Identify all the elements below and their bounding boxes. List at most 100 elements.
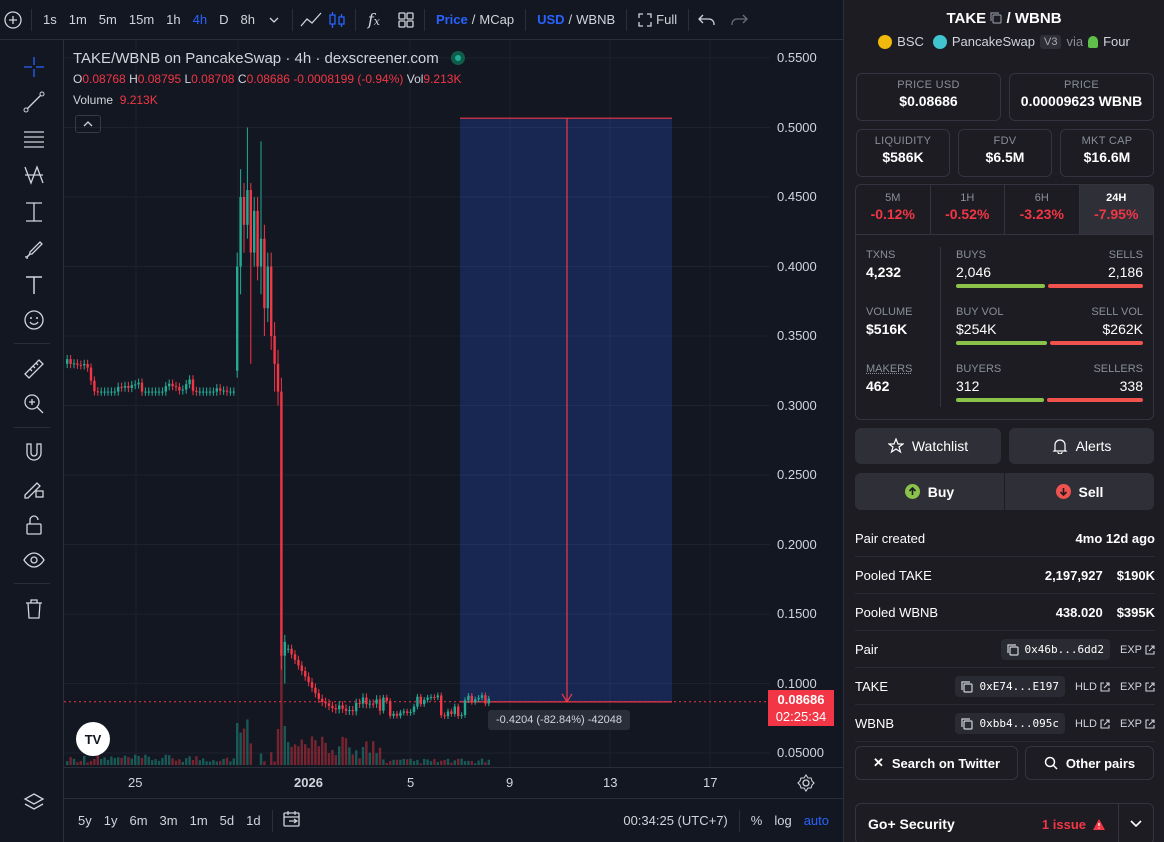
range-6m[interactable]: 6m xyxy=(129,813,148,828)
pair-explorer-link[interactable]: EXP xyxy=(1120,644,1155,656)
pair-address-copy[interactable]: 0x46b...6dd2 xyxy=(1000,639,1110,660)
line-chart-type-icon[interactable] xyxy=(298,7,324,33)
interval-8h[interactable]: 8h xyxy=(240,12,255,27)
percent-scale-toggle[interactable]: % xyxy=(750,813,763,828)
take-explorer-link[interactable]: EXP xyxy=(1120,681,1155,693)
lock-drawing-pencil-icon[interactable] xyxy=(19,473,49,503)
pair-created-value: 4mo 12d ago xyxy=(1075,531,1155,546)
volume-bar xyxy=(327,753,331,765)
candlestick-chart-type-icon[interactable] xyxy=(324,7,350,33)
range-1d[interactable]: 1d xyxy=(246,813,261,828)
price-chart[interactable] xyxy=(64,40,770,767)
collapse-legend-button[interactable] xyxy=(75,115,101,133)
launchpad-name[interactable]: Four xyxy=(1103,34,1130,49)
eye-icon[interactable] xyxy=(19,545,49,575)
trash-icon[interactable] xyxy=(19,594,49,624)
log-scale-toggle[interactable]: log xyxy=(774,813,792,828)
chevron-up-icon xyxy=(83,121,93,127)
interval-5m[interactable]: 5m xyxy=(98,12,117,27)
range-1y[interactable]: 1y xyxy=(103,813,118,828)
dex-name[interactable]: PancakeSwap xyxy=(951,34,1036,49)
wbnb-holders-link[interactable]: HLD xyxy=(1075,718,1110,730)
usd-wbnb-toggle[interactable]: USD / WBNB xyxy=(531,12,621,27)
mcap-option[interactable]: MCap xyxy=(479,12,515,27)
range-1m[interactable]: 1m xyxy=(189,813,208,828)
take-address-copy[interactable]: 0xE74...E197 xyxy=(955,676,1065,697)
security-accordion[interactable]: Go+ Security 1 issue xyxy=(855,803,1154,842)
range-5d[interactable]: 5d xyxy=(219,813,235,828)
magnet-icon[interactable] xyxy=(19,437,49,467)
tab-5m[interactable]: 5M -0.12% xyxy=(856,185,931,234)
price-option[interactable]: Price xyxy=(435,12,468,27)
wbnb-explorer-link[interactable]: EXP xyxy=(1120,718,1155,730)
fib-retracement-icon[interactable] xyxy=(19,124,49,154)
undo-icon[interactable] xyxy=(694,7,720,33)
fullscreen-button[interactable]: Full xyxy=(632,12,683,27)
liquidity-label: LIQUIDITY xyxy=(874,135,932,147)
take-holders-link[interactable]: HLD xyxy=(1075,681,1110,693)
candle-body xyxy=(287,648,290,650)
range-5y[interactable]: 5y xyxy=(78,813,92,828)
chart-settings-icon[interactable] xyxy=(797,774,815,795)
sell-button[interactable]: Sell xyxy=(1005,473,1154,510)
candle-body xyxy=(283,641,286,656)
take-address: 0xE74...E197 xyxy=(979,680,1059,693)
price-axis[interactable]: 0.5500 0.5000 0.4500 0.4000 0.3500 0.3000 0.25… xyxy=(770,40,843,767)
chart-canvas[interactable] xyxy=(64,40,770,767)
candle-body xyxy=(232,391,235,393)
price-mcap-toggle[interactable]: Price / MCap xyxy=(430,12,520,27)
arrow-up-circle-icon xyxy=(904,484,920,499)
unlock-icon[interactable] xyxy=(19,510,49,540)
interval-1s[interactable]: 1s xyxy=(43,12,57,27)
chevron-down-icon[interactable] xyxy=(261,7,287,33)
volume-bar xyxy=(412,761,416,765)
zoom-in-icon[interactable] xyxy=(19,389,49,419)
chevron-down-icon[interactable] xyxy=(1129,819,1143,829)
wbnb-option[interactable]: WBNB xyxy=(576,12,616,27)
ruler-icon[interactable] xyxy=(19,354,49,384)
buy-button[interactable]: Buy xyxy=(855,473,1005,510)
tab-6h[interactable]: 6H -3.23% xyxy=(1005,185,1080,234)
copy-icon[interactable] xyxy=(990,11,1002,28)
buyvol-value: $254K xyxy=(956,321,997,337)
range-3m[interactable]: 3m xyxy=(159,813,178,828)
usd-option[interactable]: USD xyxy=(537,12,565,27)
go-to-date-icon[interactable] xyxy=(282,810,302,831)
copy-icon xyxy=(961,717,974,730)
other-pairs-button[interactable]: Other pairs xyxy=(1025,746,1154,780)
watchlist-button[interactable]: Watchlist xyxy=(855,428,1001,464)
emoji-icon[interactable] xyxy=(19,305,49,335)
trend-line-icon[interactable] xyxy=(19,87,49,117)
interval-15m[interactable]: 15m xyxy=(128,12,155,27)
interval-4h[interactable]: 4h xyxy=(192,12,208,27)
chain-name[interactable]: BSC xyxy=(897,34,924,49)
time-axis[interactable]: 25 2026 5 9 13 17 xyxy=(64,767,843,797)
pattern-icon[interactable] xyxy=(19,160,49,190)
wbnb-address-copy[interactable]: 0xbb4...095c xyxy=(955,713,1065,734)
volume-bar xyxy=(178,759,181,765)
brush-icon[interactable] xyxy=(19,234,49,264)
tab-1h[interactable]: 1H -0.52% xyxy=(931,185,1005,234)
alerts-button[interactable]: Alerts xyxy=(1009,428,1154,464)
candle-body xyxy=(93,380,96,392)
object-tree-layers-icon[interactable] xyxy=(19,788,49,818)
candle-body xyxy=(474,699,477,702)
tab-24h[interactable]: 24H -7.95% xyxy=(1079,185,1153,234)
text-tool-icon[interactable] xyxy=(19,270,49,300)
indicators-fx-icon[interactable]: fx xyxy=(367,10,381,29)
wbnb-address: 0xbb4...095c xyxy=(979,717,1059,730)
layout-grid-icon[interactable] xyxy=(393,7,419,33)
auto-scale-toggle[interactable]: auto xyxy=(803,813,829,828)
interval-1m[interactable]: 1m xyxy=(68,12,87,27)
interval-1h[interactable]: 1h xyxy=(166,12,181,27)
redo-icon[interactable] xyxy=(726,7,752,33)
tradingview-logo[interactable]: TV xyxy=(76,722,110,756)
add-symbol-icon[interactable] xyxy=(0,7,26,33)
candle-body xyxy=(157,391,161,393)
interval-d[interactable]: D xyxy=(219,12,229,27)
clock-time[interactable]: 00:34:25 (UTC+7) xyxy=(623,813,728,828)
candle-body xyxy=(304,670,307,677)
measure-range-icon[interactable] xyxy=(19,197,49,227)
search-twitter-button[interactable]: ✕ Search on Twitter xyxy=(855,746,1018,780)
crosshair-icon[interactable] xyxy=(19,52,49,82)
